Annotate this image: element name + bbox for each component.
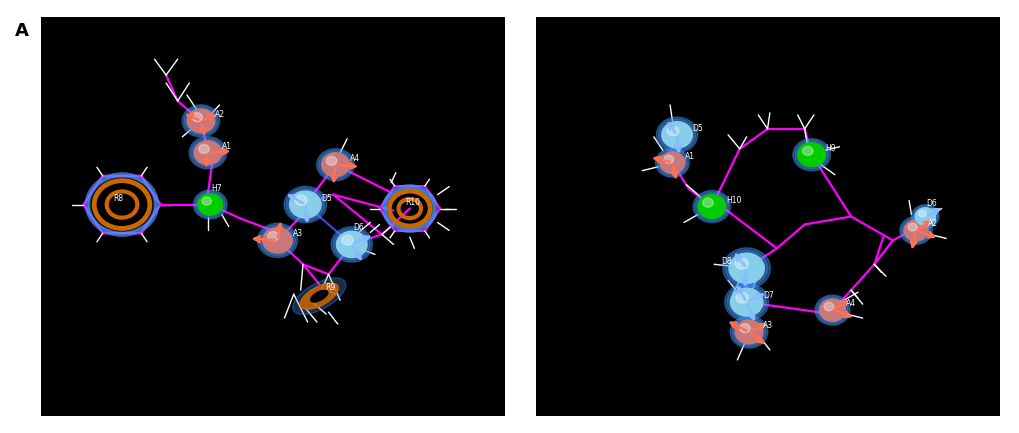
Text: A4: A4 [350,154,360,163]
Circle shape [655,148,689,177]
Circle shape [286,188,324,221]
Circle shape [333,229,370,260]
Circle shape [907,223,916,231]
Text: B: B [545,22,558,40]
Circle shape [792,139,829,171]
Circle shape [692,191,730,223]
Circle shape [914,208,934,225]
Text: A: A [15,22,30,40]
Circle shape [319,150,352,179]
Circle shape [816,297,847,323]
Circle shape [739,323,750,333]
Circle shape [331,226,372,262]
Circle shape [182,105,219,137]
Circle shape [326,156,336,165]
Circle shape [186,109,215,133]
Text: A1: A1 [222,142,232,151]
Circle shape [903,220,927,241]
Circle shape [656,117,697,152]
Ellipse shape [300,283,338,309]
Circle shape [697,194,726,219]
Text: A2: A2 [215,110,224,119]
Text: H9: H9 [824,144,836,153]
Circle shape [194,141,221,165]
Text: R8: R8 [113,194,123,203]
Text: H10: H10 [726,196,741,204]
Text: D5: D5 [321,194,331,203]
Circle shape [729,253,763,284]
Ellipse shape [292,278,345,314]
Circle shape [267,232,279,241]
Circle shape [736,292,748,303]
Circle shape [321,153,350,177]
Circle shape [702,198,712,207]
Text: A1: A1 [685,152,695,161]
Text: D6: D6 [925,199,936,208]
Circle shape [695,192,728,221]
Text: A2: A2 [927,220,937,229]
Text: A3: A3 [762,321,772,330]
Circle shape [730,288,762,316]
Text: D7: D7 [762,291,772,300]
Circle shape [202,197,211,205]
Circle shape [283,186,326,223]
Circle shape [656,150,687,176]
Circle shape [659,152,685,174]
Circle shape [735,258,748,269]
Circle shape [257,223,298,258]
Text: R9: R9 [324,283,335,292]
Circle shape [794,140,827,169]
Circle shape [666,126,678,136]
Circle shape [814,295,849,325]
Circle shape [797,143,824,167]
Circle shape [722,248,769,289]
Circle shape [262,228,292,253]
Circle shape [193,190,227,219]
Text: H7: H7 [211,184,221,193]
Circle shape [191,139,224,167]
Circle shape [341,235,353,245]
Circle shape [802,146,812,155]
Circle shape [336,231,367,258]
Circle shape [918,210,925,217]
Circle shape [725,283,768,321]
Circle shape [732,318,765,346]
Circle shape [184,107,217,135]
Text: D6: D6 [353,223,364,233]
Circle shape [199,144,209,153]
Circle shape [289,191,321,218]
Circle shape [661,122,692,148]
Circle shape [727,285,765,319]
Circle shape [823,302,833,311]
Circle shape [658,119,695,151]
Circle shape [901,218,929,243]
Circle shape [189,137,226,169]
Circle shape [912,206,936,227]
Circle shape [911,205,938,228]
Circle shape [725,250,767,287]
Circle shape [316,149,354,181]
Text: R10: R10 [405,197,420,207]
Text: D5: D5 [692,124,702,133]
Circle shape [735,320,762,344]
Ellipse shape [311,290,327,302]
Circle shape [192,113,202,122]
Circle shape [198,194,222,215]
Circle shape [195,192,225,217]
Circle shape [663,155,673,163]
Text: A4: A4 [845,299,855,308]
Circle shape [730,316,767,348]
Circle shape [294,195,307,205]
Circle shape [818,299,845,321]
Circle shape [260,225,296,256]
Text: D8: D8 [720,257,731,266]
Circle shape [899,216,931,244]
Text: A3: A3 [292,229,303,239]
